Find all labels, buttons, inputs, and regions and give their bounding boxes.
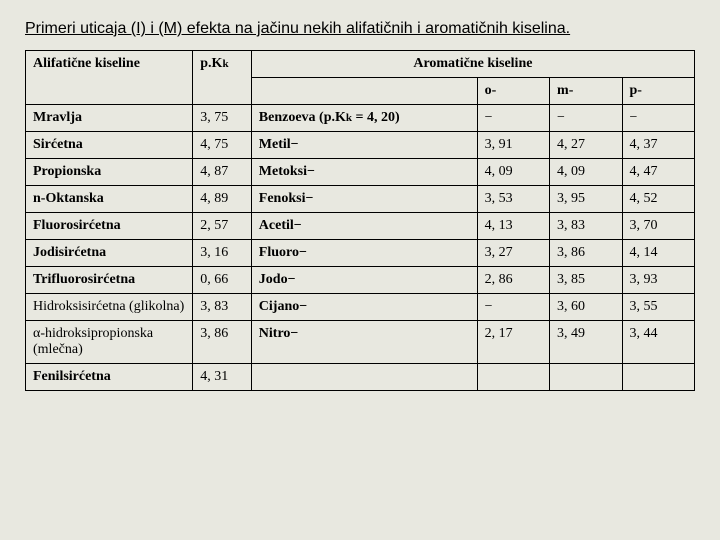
table-row: Jodisirćetna3, 16Fluoro−3, 273, 864, 14 [26,240,695,267]
acids-table: Alifatične kiseline p.Kk Aromatične kise… [25,50,695,391]
cell-pk: 3, 83 [193,294,252,321]
cell-arom: Benzoeva (p.Kk = 4, 20) [251,105,477,132]
cell-m: 3, 85 [550,267,622,294]
table-row: Mravlja3, 75Benzoeva (p.Kk = 4, 20)−−− [26,105,695,132]
cell-name: Fenilsirćetna [26,364,193,391]
cell-arom: Nitro− [251,321,477,364]
cell-p: − [622,105,695,132]
cell-p [622,364,695,391]
cell-arom: Fenoksi− [251,186,477,213]
cell-m: 3, 83 [550,213,622,240]
cell-p: 4, 37 [622,132,695,159]
cell-p: 3, 55 [622,294,695,321]
cell-p: 3, 44 [622,321,695,364]
cell-m: 3, 95 [550,186,622,213]
cell-o: − [477,105,549,132]
cell-o: 2, 86 [477,267,549,294]
cell-arom: Acetil− [251,213,477,240]
cell-o [477,364,549,391]
cell-o: 3, 91 [477,132,549,159]
page-title: Primeri uticaja (I) i (M) efekta na jači… [25,20,695,38]
table-row: Sirćetna4, 75Metil−3, 914, 274, 37 [26,132,695,159]
header-m: m- [550,78,622,105]
cell-pk: 2, 57 [193,213,252,240]
cell-pk: 3, 16 [193,240,252,267]
cell-m: − [550,105,622,132]
cell-pk: 0, 66 [193,267,252,294]
cell-p: 3, 93 [622,267,695,294]
table-row: Fenilsirćetna4, 31 [26,364,695,391]
cell-m: 4, 09 [550,159,622,186]
header-aliphatic: Alifatične kiseline [26,51,193,105]
cell-o: 3, 27 [477,240,549,267]
cell-name: Jodisirćetna [26,240,193,267]
cell-m: 4, 27 [550,132,622,159]
table-row: Trifluorosirćetna0, 66Jodo−2, 863, 853, … [26,267,695,294]
cell-m [550,364,622,391]
cell-o: 4, 09 [477,159,549,186]
cell-name: α-hidroksipropionska (mlečna) [26,321,193,364]
cell-pk: 4, 87 [193,159,252,186]
cell-name: Hidroksisirćetna (glikolna) [26,294,193,321]
table-row: Fluorosirćetna2, 57Acetil−4, 133, 833, 7… [26,213,695,240]
cell-pk: 4, 75 [193,132,252,159]
cell-o: 2, 17 [477,321,549,364]
table-row: Hidroksisirćetna (glikolna)3, 83Cijano−−… [26,294,695,321]
cell-name: Mravlja [26,105,193,132]
cell-o: − [477,294,549,321]
cell-arom: Jodo− [251,267,477,294]
cell-o: 3, 53 [477,186,549,213]
cell-arom: Metil− [251,132,477,159]
cell-p: 4, 47 [622,159,695,186]
cell-o: 4, 13 [477,213,549,240]
cell-name: n-Oktanska [26,186,193,213]
cell-m: 3, 86 [550,240,622,267]
header-aromatic: Aromatične kiseline [251,51,694,78]
cell-name: Sirćetna [26,132,193,159]
header-o: o- [477,78,549,105]
cell-p: 3, 70 [622,213,695,240]
header-arom-blank [251,78,477,105]
table-row: Propionska4, 87Metoksi−4, 094, 094, 47 [26,159,695,186]
cell-arom: Fluoro− [251,240,477,267]
cell-p: 4, 52 [622,186,695,213]
table-row: α-hidroksipropionska (mlečna)3, 86Nitro−… [26,321,695,364]
cell-arom [251,364,477,391]
cell-m: 3, 49 [550,321,622,364]
cell-pk: 3, 86 [193,321,252,364]
cell-name: Propionska [26,159,193,186]
cell-arom: Cijano− [251,294,477,321]
cell-pk: 4, 31 [193,364,252,391]
table-row: n-Oktanska4, 89Fenoksi−3, 533, 954, 52 [26,186,695,213]
cell-p: 4, 14 [622,240,695,267]
cell-m: 3, 60 [550,294,622,321]
header-p: p- [622,78,695,105]
cell-name: Trifluorosirćetna [26,267,193,294]
cell-name: Fluorosirćetna [26,213,193,240]
header-pk: p.Kk [193,51,252,105]
cell-pk: 3, 75 [193,105,252,132]
cell-arom: Metoksi− [251,159,477,186]
cell-pk: 4, 89 [193,186,252,213]
